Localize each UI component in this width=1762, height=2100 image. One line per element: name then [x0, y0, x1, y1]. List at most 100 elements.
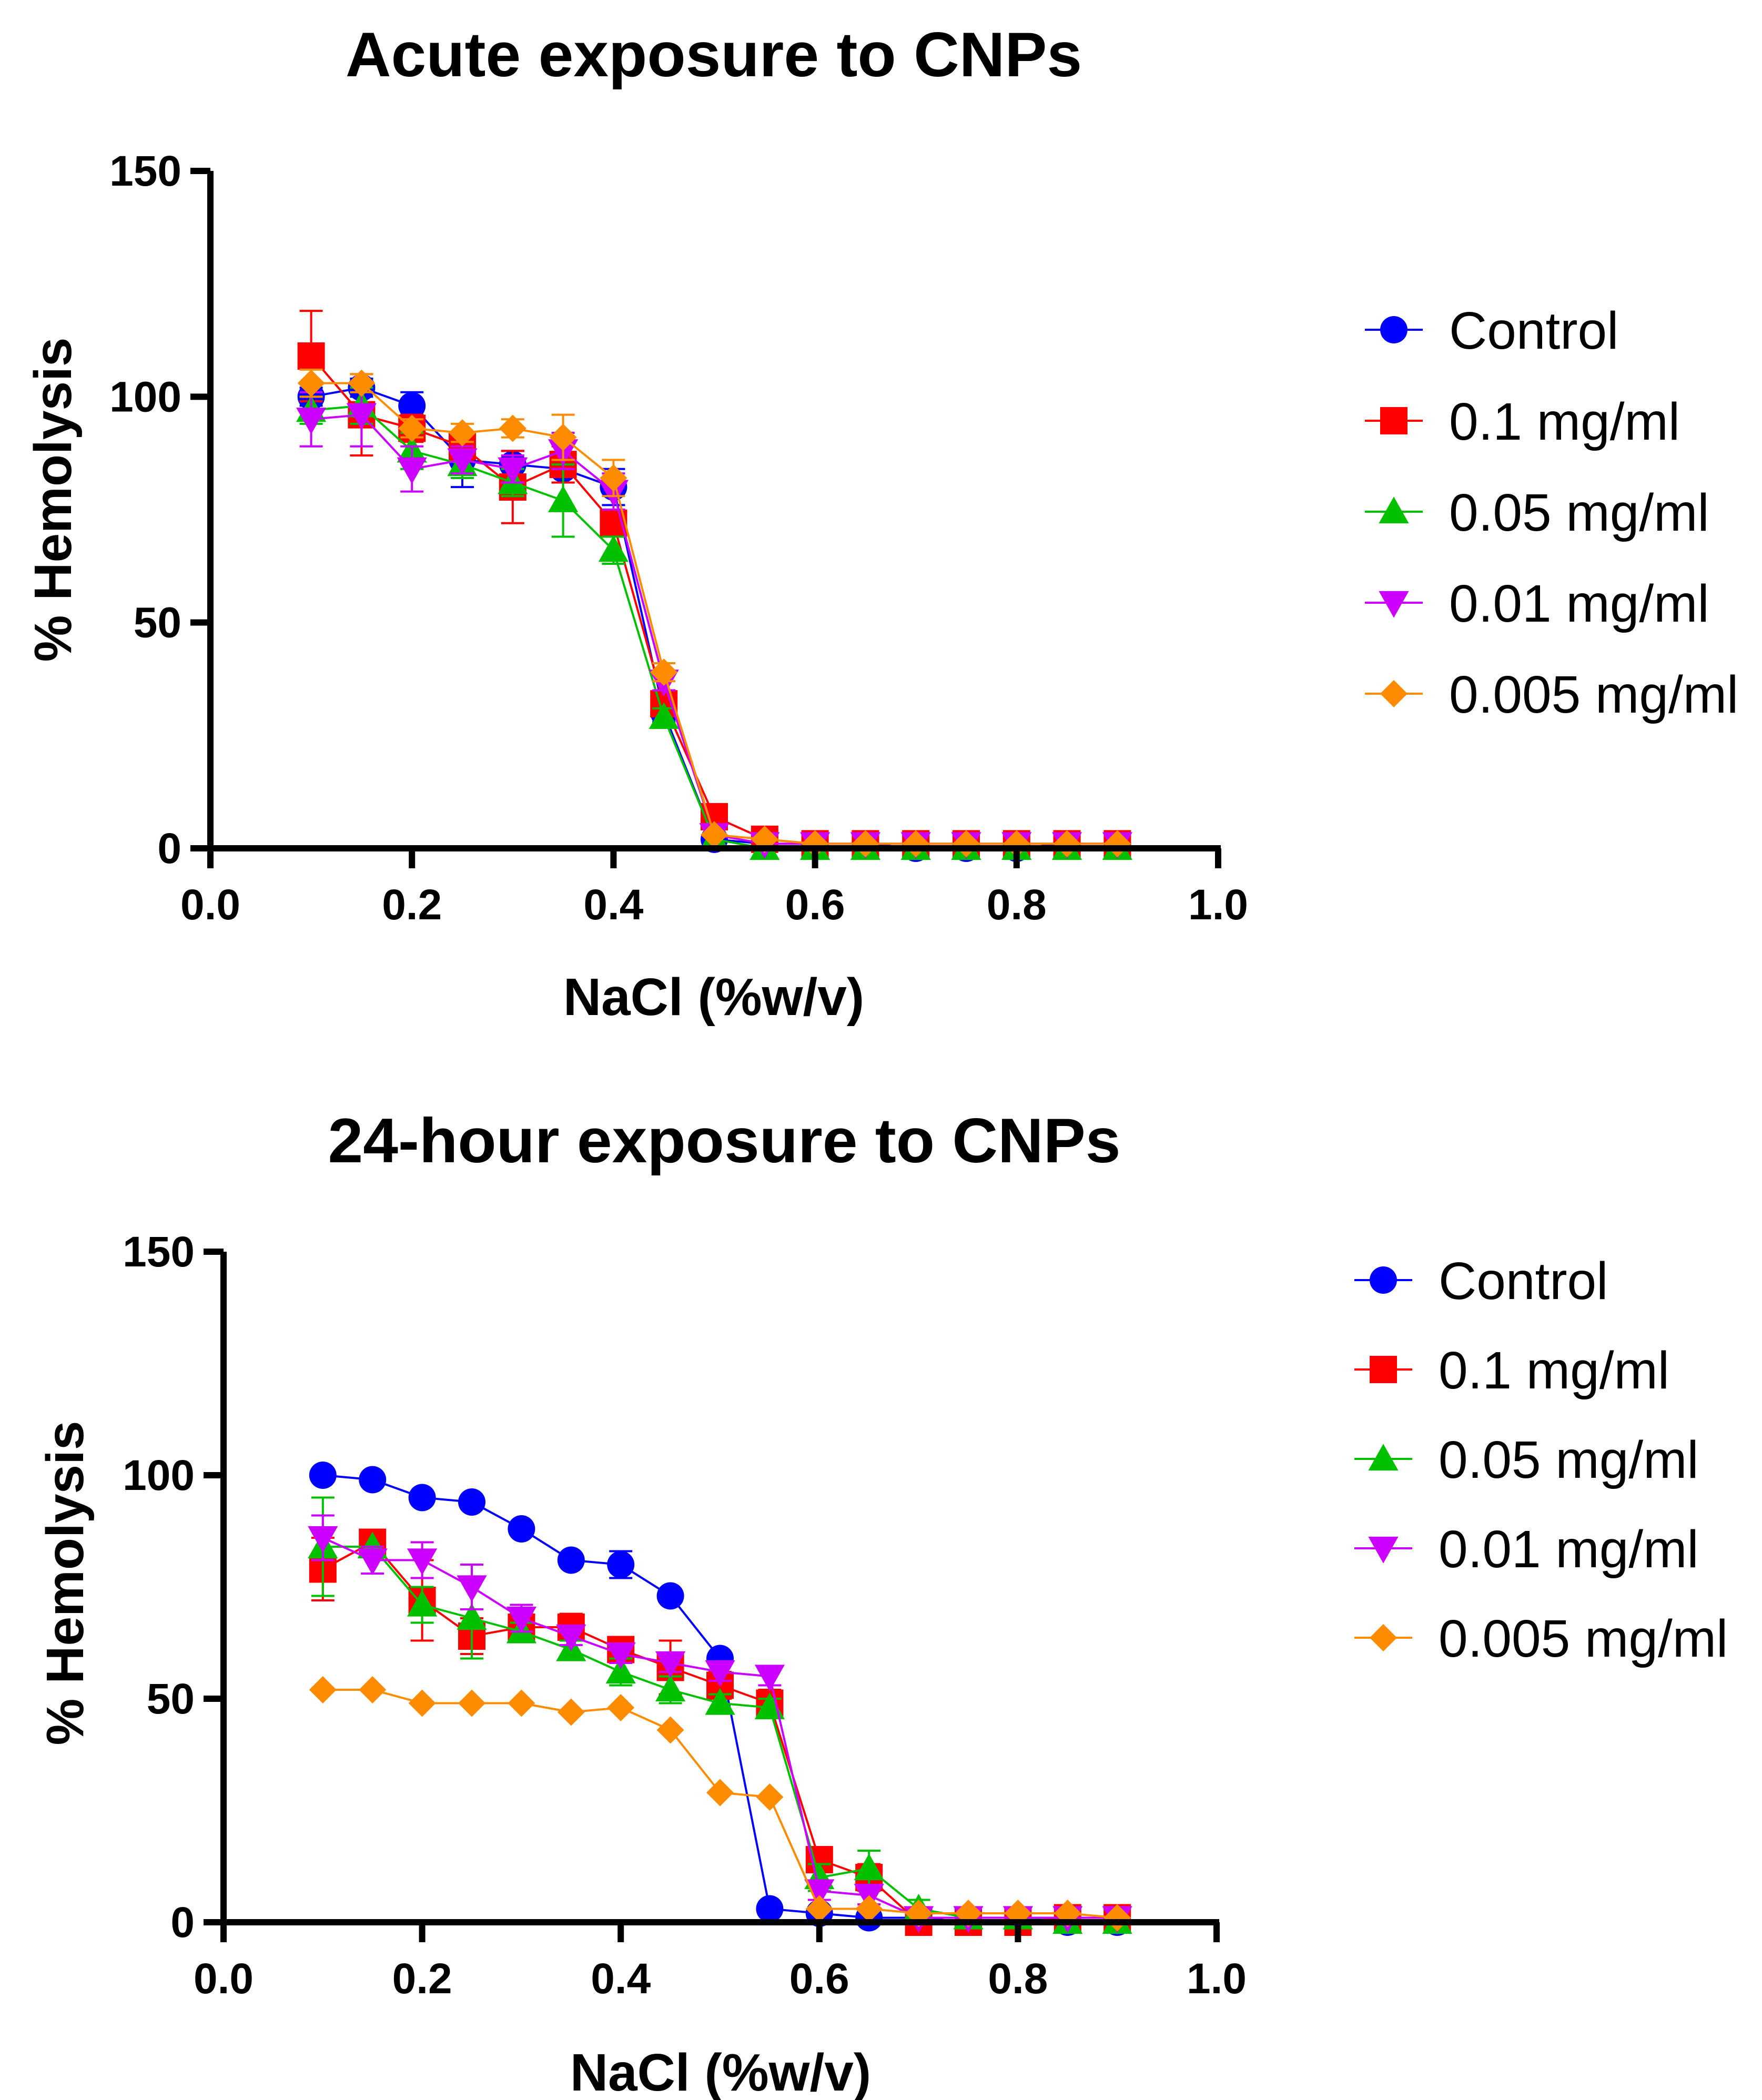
legend-marker	[1380, 316, 1407, 343]
data-point	[607, 1694, 635, 1721]
series-2	[308, 1496, 1132, 1934]
data-point	[506, 1606, 536, 1634]
data-point	[357, 1548, 388, 1576]
data-point	[449, 419, 476, 447]
legend: Control 0.1 mg/ml 0.05 mg/ml 0.01 mg/ml …	[1365, 301, 1738, 724]
x-tick-label: 0.4	[591, 1955, 651, 2003]
data-point	[407, 1589, 438, 1617]
axes	[190, 168, 1221, 868]
y-tick-label: 150	[109, 147, 181, 195]
x-tick-label: 0.4	[583, 881, 643, 929]
axes	[204, 1249, 1220, 1942]
x-tick-label: 0.0	[194, 1955, 254, 2003]
legend-label-0-005: 0.005 mg/ml	[1439, 1609, 1728, 1668]
legend-label-control: Control	[1439, 1252, 1608, 1311]
series-3	[308, 1514, 1132, 1933]
x-tick-label: 1.0	[1188, 881, 1248, 929]
data-point	[398, 414, 426, 442]
legend-label-0-1: 0.1 mg/ml	[1439, 1341, 1669, 1400]
x-ticks: 0.0 0.2 0.4 0.6 0.8 1.0	[180, 881, 1248, 929]
series-line	[311, 382, 1118, 845]
x-ticks: 0.0 0.2 0.4 0.6 0.8 1.0	[194, 1955, 1247, 2003]
series-line	[311, 413, 1118, 845]
data-point	[600, 464, 627, 492]
x-axis-label: NaCl (%w/v)	[563, 968, 864, 1027]
series-1	[309, 1528, 1131, 1936]
data-point	[508, 1515, 535, 1543]
series-line	[322, 1537, 1118, 1919]
x-tick-label: 0.2	[392, 1955, 452, 2003]
data-point	[650, 658, 678, 686]
legend-label-0-01: 0.01 mg/ml	[1449, 574, 1709, 633]
data-point	[398, 392, 426, 420]
y-axis-label: % Hemolysis	[36, 1421, 95, 1746]
data-point	[296, 408, 327, 434]
data-point	[407, 1548, 438, 1576]
data-point	[754, 1665, 785, 1692]
data-point	[756, 1783, 784, 1811]
data-point	[706, 1779, 734, 1807]
legend-marker	[1379, 591, 1409, 618]
data-point	[656, 1716, 684, 1744]
x-tick-label: 1.0	[1187, 1955, 1247, 2003]
data-point	[548, 485, 579, 512]
chart-title: Acute exposure to CNPs	[346, 19, 1082, 90]
data-point	[804, 1879, 835, 1906]
data-point	[458, 1689, 485, 1717]
legend-label-0-01: 0.01 mg/ml	[1439, 1520, 1699, 1579]
legend-marker	[1380, 407, 1407, 434]
data-point	[854, 1853, 884, 1881]
data-point	[359, 1466, 387, 1494]
data-point	[508, 1689, 535, 1717]
series-line	[311, 404, 1118, 849]
data-point	[297, 369, 325, 397]
legend-marker	[1370, 1624, 1397, 1651]
data-point	[308, 1526, 338, 1553]
plot-marks	[308, 1462, 1132, 1936]
legend-marker	[1368, 1536, 1399, 1564]
legend-marker	[1370, 1266, 1397, 1294]
legend-marker	[1379, 496, 1409, 524]
data-point	[297, 342, 325, 370]
chart-acute: Acute exposure to CNPs % Hemolysis NaCl …	[24, 19, 1738, 1027]
legend: Control 0.1 mg/ml 0.05 mg/ml 0.01 mg/ml …	[1354, 1252, 1728, 1668]
data-point	[556, 1624, 586, 1651]
legend-marker	[1370, 1356, 1397, 1383]
data-point	[408, 1689, 436, 1717]
x-tick-label: 0.6	[789, 1955, 849, 2003]
data-point	[348, 369, 376, 397]
data-point	[607, 1551, 635, 1578]
legend-label-0-05: 0.05 mg/ml	[1439, 1431, 1699, 1489]
data-point	[701, 821, 728, 849]
data-point	[598, 535, 629, 562]
y-ticks: 0 50 100 150	[123, 1228, 195, 1946]
x-tick-label: 0.6	[785, 881, 845, 929]
data-point	[655, 1651, 686, 1678]
x-tick-label: 0.8	[988, 1955, 1048, 2003]
x-tick-label: 0.8	[987, 881, 1047, 929]
data-point	[649, 702, 679, 729]
plot-marks	[296, 310, 1132, 862]
data-point	[805, 1895, 833, 1923]
data-point	[408, 1484, 436, 1511]
legend-marker	[1380, 680, 1407, 707]
data-point	[346, 403, 377, 430]
data-point	[359, 1676, 387, 1703]
series-line	[322, 1540, 1118, 1923]
x-tick-label: 0.0	[180, 881, 240, 929]
data-point	[309, 1676, 337, 1703]
y-tick-label: 50	[147, 1675, 195, 1723]
data-point	[309, 1462, 337, 1489]
x-axis-label: NaCl (%w/v)	[570, 2043, 871, 2100]
series-4	[309, 1676, 1131, 1932]
series-line	[322, 1546, 1118, 1923]
data-point	[549, 423, 577, 451]
legend-label-0-005: 0.005 mg/ml	[1449, 665, 1738, 724]
data-point	[656, 1582, 684, 1610]
data-point	[557, 1698, 585, 1726]
y-tick-label: 0	[170, 1899, 195, 1946]
data-point	[756, 1895, 784, 1923]
chart-title: 24-hour exposure to CNPs	[328, 1105, 1121, 1176]
legend-label-control: Control	[1449, 301, 1618, 360]
